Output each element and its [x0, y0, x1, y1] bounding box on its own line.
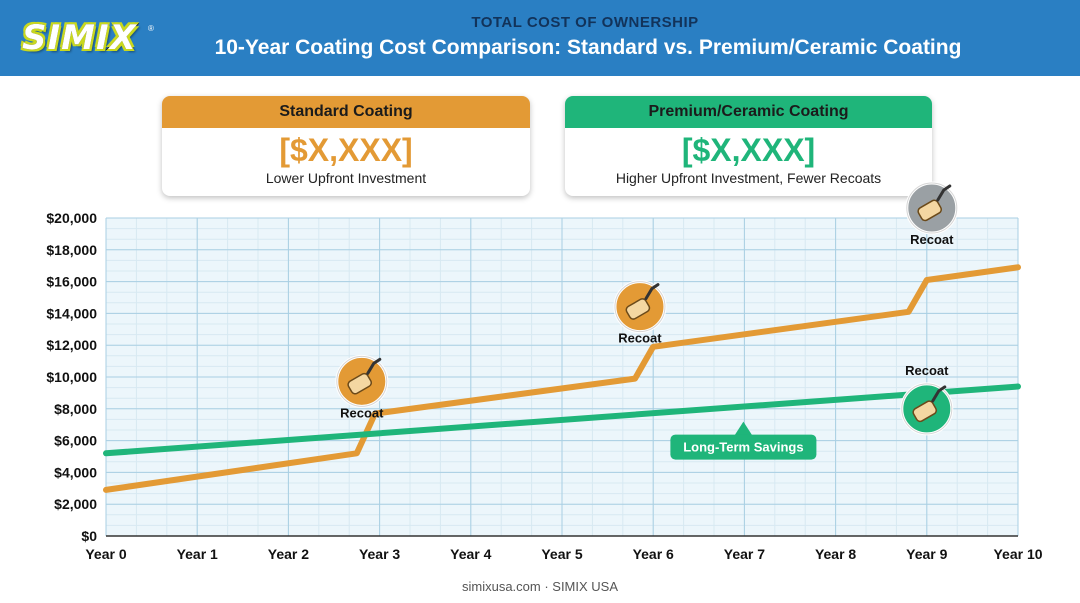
premium-card-value: [$X,XXX]	[681, 132, 816, 168]
recoat-label: Recoat	[910, 232, 954, 247]
simix-logo: SIMIX	[21, 17, 137, 59]
y-tick-label: $16,000	[46, 274, 97, 290]
standard-card-value: [$X,XXX]	[279, 132, 413, 168]
x-tick-label: Year 6	[633, 546, 674, 562]
x-tick-label: Year 9	[906, 546, 947, 562]
premium-card-subtitle: Higher Upfront Investment, Fewer Recoats	[615, 170, 882, 186]
y-tick-label: $18,000	[46, 242, 97, 258]
x-tick-label: Year 7	[724, 546, 765, 562]
y-tick-label: $0	[81, 528, 97, 544]
paint-roller-icon-ring	[906, 182, 958, 234]
premium-coating-line	[103, 383, 1021, 457]
y-tick-label: $2,000	[54, 496, 97, 512]
x-tick-label: Year 1	[177, 546, 218, 562]
footer-credit: simixusa.com · SIMIX USA	[461, 579, 619, 594]
y-tick-label: $12,000	[46, 337, 97, 353]
recoat-label: Recoat	[340, 405, 384, 420]
y-tick-label: $20,000	[46, 210, 97, 226]
premium-card-title: Premium/Ceramic Coating	[565, 96, 932, 128]
paint-roller-icon-handle	[644, 283, 660, 301]
paint-roller-icon-body	[917, 199, 943, 222]
recoat-label: Recoat	[905, 363, 949, 378]
premium-coating-card: Premium/Ceramic Coating [$X,XXX] Higher …	[565, 96, 932, 196]
x-tick-label: Year 8	[815, 546, 856, 562]
x-tick-label: Year 0	[85, 546, 126, 562]
y-tick-label: $4,000	[54, 464, 97, 480]
y-tick-label: $14,000	[46, 305, 97, 321]
paint-roller-icon-ring	[336, 355, 388, 407]
paint-roller-icon-body	[912, 400, 938, 423]
standard-coating-card: Standard Coating [$X,XXX] Lower Upfront …	[162, 96, 530, 196]
paint-roller-icon-body	[347, 372, 373, 395]
page-title: 10-Year Coating Cost Comparison: Standar…	[214, 36, 962, 59]
x-tick-label: Year 2	[268, 546, 309, 562]
y-tick-label: $10,000	[46, 369, 97, 385]
x-tick-label: Year 3	[359, 546, 400, 562]
paint-roller-icon-body	[625, 298, 651, 320]
callout-pointer	[734, 421, 753, 436]
recoat-label: Recoat	[618, 331, 662, 346]
registered-mark: ®	[148, 24, 154, 33]
paint-roller-icon-handle	[366, 357, 382, 375]
y-tick-label: $8,000	[54, 401, 97, 417]
header-kicker: TOTAL COST OF OWNERSHIP	[471, 14, 699, 31]
standard-coating-line	[103, 264, 1021, 493]
paint-roller-icon-ring	[901, 383, 953, 435]
header-bar: SIMIX ® TOTAL COST OF OWNERSHIP 10-Year …	[0, 0, 1080, 76]
long-term-savings-label: Long-Term Savings	[683, 440, 803, 455]
x-tick-label: Year 10	[993, 546, 1042, 562]
standard-card-title: Standard Coating	[162, 96, 530, 128]
paint-roller-icon-handle	[936, 184, 952, 202]
paint-roller-icon-ring	[614, 281, 666, 333]
standard-card-subtitle: Lower Upfront Investment	[265, 170, 427, 186]
long-term-savings-badge	[670, 434, 817, 460]
paint-roller-icon-handle	[931, 385, 947, 403]
y-tick-label: $6,000	[54, 433, 97, 449]
x-tick-label: Year 5	[541, 546, 582, 562]
x-tick-label: Year 4	[450, 546, 491, 562]
